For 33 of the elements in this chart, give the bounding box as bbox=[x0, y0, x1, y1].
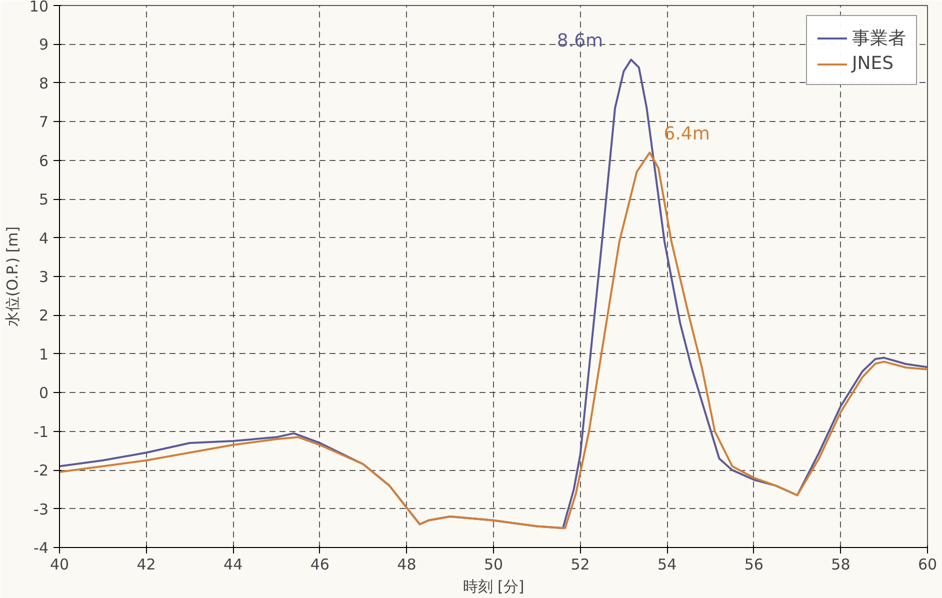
legend-label: JNES bbox=[852, 53, 894, 74]
y-tick-label: 8 bbox=[38, 74, 49, 92]
x-tick-label: 48 bbox=[397, 556, 416, 574]
x-tick-label: 60 bbox=[918, 556, 938, 574]
y-tick-label: -1 bbox=[34, 422, 49, 441]
y-tick-label: 1 bbox=[38, 345, 49, 364]
y-axis-title: 水位(O.P.) [m] bbox=[3, 226, 22, 327]
y-tick-label: 0 bbox=[38, 384, 49, 402]
y-tick-label: -3 bbox=[34, 500, 49, 518]
y-tick-label: 3 bbox=[38, 268, 49, 286]
y-tick-label: 10 bbox=[29, 0, 49, 16]
y-tick-label: 5 bbox=[38, 190, 49, 209]
x-tick-label: 52 bbox=[570, 556, 590, 574]
x-tick-label: 54 bbox=[658, 556, 677, 574]
y-tick-label: 9 bbox=[38, 36, 49, 54]
x-tick-label: 58 bbox=[831, 556, 850, 574]
x-tick-label: 40 bbox=[50, 556, 70, 574]
x-tick-label: 44 bbox=[224, 556, 243, 574]
legend-label: 事業者 bbox=[852, 27, 906, 50]
line-series bbox=[60, 152, 928, 530]
x-tick-label: 46 bbox=[310, 556, 330, 574]
annotation: 6.4m bbox=[664, 124, 710, 145]
y-tick-label: 4 bbox=[38, 229, 49, 248]
x-axis-title: 時刻 [分] bbox=[462, 578, 524, 596]
x-tick-label: 42 bbox=[136, 556, 156, 574]
y-tick-label: 7 bbox=[38, 113, 49, 132]
y-tick-label: -4 bbox=[34, 539, 49, 557]
y-tick-label: -2 bbox=[34, 462, 49, 480]
y-tick-label: 2 bbox=[38, 306, 49, 325]
x-tick-label: 56 bbox=[744, 556, 764, 574]
x-tick-label: 50 bbox=[484, 556, 504, 574]
annotation: 8.6m bbox=[556, 30, 604, 52]
y-tick-label: 6 bbox=[38, 152, 49, 170]
